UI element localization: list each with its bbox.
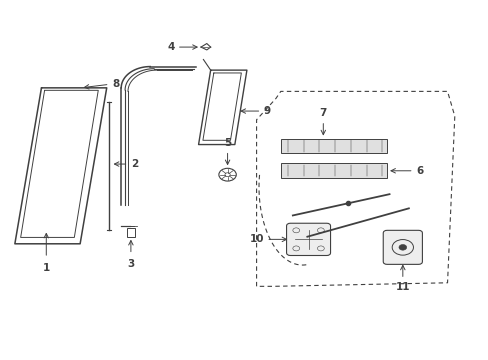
- Bar: [280, 139, 386, 153]
- Text: 1: 1: [42, 263, 50, 273]
- Text: 5: 5: [224, 138, 231, 148]
- Text: 11: 11: [395, 282, 409, 292]
- Text: 10: 10: [249, 234, 264, 244]
- Text: 9: 9: [264, 106, 270, 116]
- Text: 4: 4: [167, 42, 174, 52]
- Text: 8: 8: [112, 79, 119, 89]
- FancyBboxPatch shape: [286, 223, 330, 256]
- Circle shape: [398, 244, 406, 250]
- Text: 3: 3: [127, 259, 134, 269]
- FancyBboxPatch shape: [383, 230, 422, 264]
- Text: 6: 6: [415, 166, 423, 176]
- Bar: [280, 163, 386, 178]
- Bar: [127, 228, 135, 237]
- Text: 2: 2: [131, 159, 138, 169]
- Text: 7: 7: [319, 108, 326, 118]
